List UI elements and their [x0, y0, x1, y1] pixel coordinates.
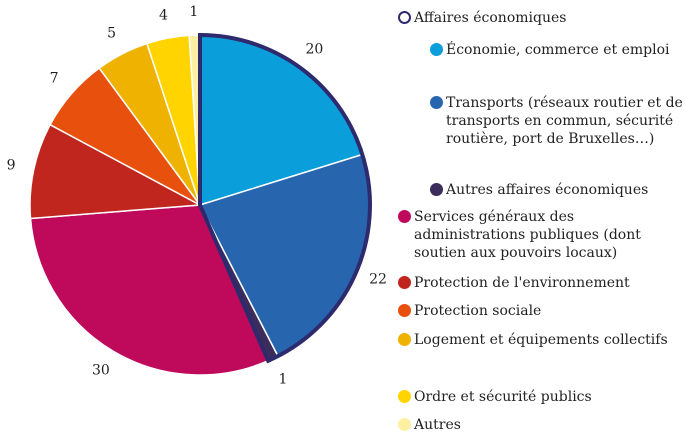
slice-label: 30	[92, 363, 110, 379]
legend-swatch	[398, 390, 411, 403]
group-outline	[198, 32, 372, 364]
legend-item: Logement et équipements collectifs	[398, 331, 683, 349]
legend-swatch	[398, 418, 411, 431]
legend-label: Services généraux des administrations pu…	[414, 209, 641, 261]
legend-label: Autres	[414, 417, 461, 433]
slice-label: 22	[369, 272, 387, 288]
legend-swatch	[398, 11, 411, 24]
legend-item: Autres affaires économiques	[430, 181, 683, 199]
slice-label: 4	[159, 7, 168, 23]
legend-label: Ordre et sécurité publics	[414, 389, 592, 405]
legend-item: Transports (réseaux routier et de transp…	[430, 94, 683, 148]
legend-label: Transports (réseaux routier et de transp…	[446, 95, 683, 147]
slice-label: 1	[278, 371, 287, 387]
legend-item: Autres	[398, 416, 683, 434]
legend-item: Affaires économiques	[398, 9, 678, 27]
slice-label: 9	[7, 157, 16, 173]
legend-label: Protection sociale	[414, 303, 542, 319]
legend-item: Ordre et sécurité publics	[398, 388, 683, 406]
legend-swatch	[398, 210, 411, 223]
slice-label: 7	[50, 71, 59, 87]
pie-slice	[29, 204, 270, 376]
legend-swatch	[430, 183, 443, 196]
slice-label: 20	[306, 42, 324, 58]
legend-label: Économie, commerce et emploi	[446, 42, 670, 58]
slice-label: 5	[107, 25, 116, 41]
legend-swatch	[430, 96, 443, 109]
legend-item: Économie, commerce et emploi	[430, 41, 683, 59]
legend-label: Autres affaires économiques	[446, 182, 649, 198]
legend-swatch	[430, 43, 443, 56]
legend-label: Affaires économiques	[414, 10, 567, 26]
legend-item: Protection de l'environnement	[398, 274, 683, 292]
pie-area: 20 22 1 30 9 7 5 4 1	[7, 4, 387, 387]
legend-label: Logement et équipements collectifs	[414, 332, 668, 348]
legend-swatch	[398, 304, 411, 317]
legend-label: Protection de l'environnement	[414, 275, 630, 291]
slice-label: 1	[189, 4, 198, 20]
pie-slice	[29, 123, 203, 220]
legend-item: Services généraux des administrations pu…	[398, 208, 683, 262]
legend-swatch	[398, 333, 411, 346]
legend-item: Protection sociale	[398, 302, 683, 320]
legend-swatch	[398, 276, 411, 289]
